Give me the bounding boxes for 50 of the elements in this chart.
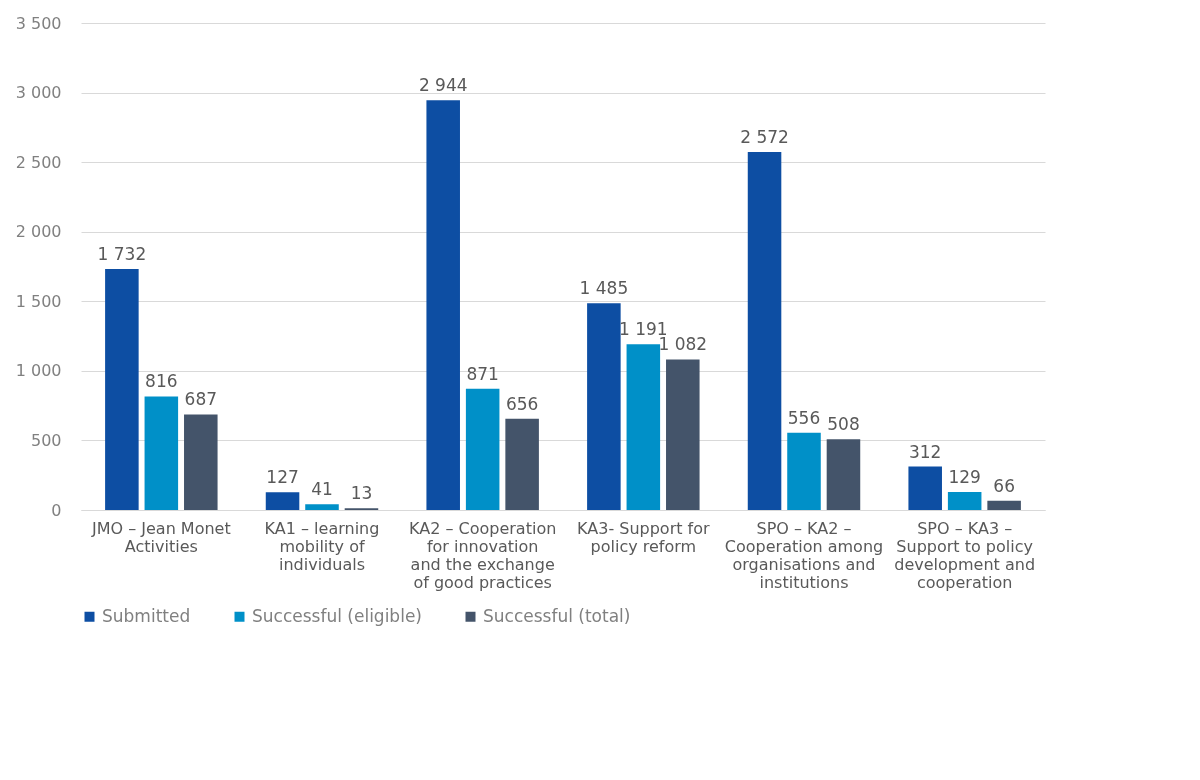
data-label: 2 572	[740, 127, 789, 148]
bar	[747, 152, 782, 510]
bar	[184, 414, 218, 510]
data-label: 687	[184, 389, 218, 410]
y-tick-label: 500	[30, 430, 62, 450]
bar	[305, 504, 339, 510]
y-tick-label: 1 500	[15, 291, 62, 311]
data-label: 816	[145, 371, 178, 392]
data-label: 312	[908, 441, 942, 462]
y-tick-label: 2 500	[15, 152, 62, 172]
data-label: 13	[350, 483, 373, 504]
bar	[587, 303, 621, 510]
data-label: 129	[948, 467, 981, 488]
bar	[144, 396, 179, 510]
x-tick-label: JMO – Jean Monet Activities	[90, 518, 231, 556]
bar	[265, 492, 300, 510]
bar	[105, 269, 139, 510]
bar	[826, 439, 861, 510]
bar	[787, 432, 821, 510]
data-label: 127	[266, 467, 299, 488]
y-tick-label: 3 000	[15, 83, 62, 103]
legend-label: Submitted	[102, 605, 191, 626]
bar	[465, 388, 500, 510]
bar	[987, 500, 1021, 510]
x-tick-label: KA3- Support for policy reform	[577, 518, 711, 556]
data-label: 656	[505, 393, 539, 414]
data-label: 66	[993, 475, 1015, 496]
bar	[666, 359, 700, 510]
bar	[626, 344, 661, 510]
legend-label: Successful (eligible)	[252, 605, 422, 626]
data-label: 556	[787, 407, 821, 428]
data-label: 1 732	[97, 244, 147, 264]
data-label: 1 485	[579, 278, 629, 299]
x-tick-label: KA1 – learning mobility of individuals	[264, 518, 380, 574]
y-tick-label: 3 500	[15, 13, 62, 33]
y-tick-label: 0	[51, 500, 62, 520]
data-label: 871	[466, 363, 499, 384]
y-tick-label: 1 000	[15, 361, 62, 381]
legend-label: Successful (total)	[483, 605, 631, 626]
bar	[505, 418, 539, 510]
x-tick-label: SPO – KA3 – Support to policy development and cooperation	[894, 518, 1036, 592]
bar	[908, 466, 942, 510]
data-label: 41	[311, 479, 333, 500]
y-tick-label: 2 000	[15, 222, 62, 242]
data-label: 2 944	[418, 75, 468, 96]
bar	[947, 492, 982, 510]
x-tick-label: SPO – KA2 – Cooperation among organisations and institutions	[724, 518, 884, 592]
data-label: 508	[827, 414, 860, 435]
bar	[426, 100, 460, 510]
x-tick-label: KA2 – Cooperation for innovation and the exchange of good practices	[409, 518, 557, 592]
